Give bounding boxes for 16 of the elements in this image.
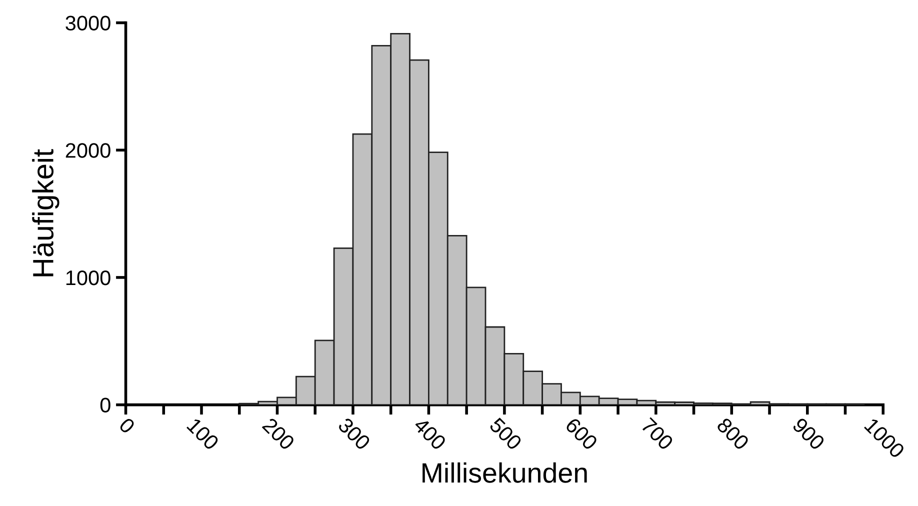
x-tick-label: 500 xyxy=(488,416,523,451)
y-tick-label: 0 xyxy=(100,398,110,413)
x-tick-label: 400 xyxy=(412,416,447,451)
x-tick-label: 700 xyxy=(640,417,674,451)
y-tick-label: 1000 xyxy=(66,270,110,286)
y-axis-title: Häufigkeit xyxy=(32,149,60,276)
x-tick-label: 300 xyxy=(337,416,372,451)
x-tick-label: 800 xyxy=(716,416,750,451)
x-tick-label: 900 xyxy=(792,416,826,451)
x-tick-label: 100 xyxy=(186,417,220,451)
y-tick-label: 3000 xyxy=(66,16,110,31)
x-tick-label: 600 xyxy=(564,417,598,451)
x-tick-label: 200 xyxy=(262,417,296,451)
x-axis-title: Millisekunden xyxy=(422,462,587,483)
y-tick-label: 2000 xyxy=(66,143,110,158)
x-tick-label: 0 xyxy=(118,416,136,434)
